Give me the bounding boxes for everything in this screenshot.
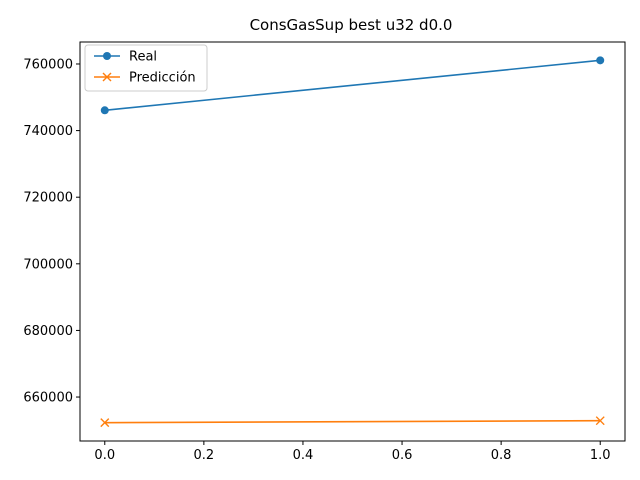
data-point	[595, 416, 605, 426]
y-tick-label: 700000	[23, 257, 73, 272]
legend-entry: Real	[94, 50, 157, 65]
plot-area	[79, 41, 626, 442]
series-line	[104, 419, 601, 424]
chart-title: ConsGasSup best u32 d0.0	[250, 16, 453, 34]
legend-label: Predicción	[129, 71, 196, 86]
data-point	[596, 56, 605, 65]
legend-entry: Predicción	[94, 71, 196, 86]
legend-label: Real	[129, 50, 157, 65]
x-tick-label: 1.0	[590, 448, 611, 463]
x-tick-label: 0.6	[392, 448, 413, 463]
legend-marker	[103, 52, 111, 60]
y-tick-label: 660000	[23, 391, 73, 406]
y-tick-label: 740000	[23, 124, 73, 139]
x-axis: 0.0 0.2 0.4 0.6 0.8 1.0	[94, 441, 611, 463]
data-point	[100, 106, 109, 115]
y-tick-label: 760000	[23, 57, 73, 72]
legend: Real Predicción	[84, 44, 208, 92]
data-point	[100, 418, 110, 428]
series-line	[104, 59, 601, 112]
x-tick-label: 0.0	[94, 448, 115, 463]
x-tick-label: 0.4	[293, 448, 314, 463]
series-layer	[100, 56, 605, 428]
y-tick-label: 680000	[23, 324, 73, 339]
plot-frame	[79, 41, 626, 442]
legend-marker	[102, 72, 112, 82]
x-tick-label: 0.8	[491, 448, 512, 463]
y-tick-label: 720000	[23, 191, 73, 206]
x-tick-label: 0.2	[194, 448, 215, 463]
y-axis: 660000 680000 700000 720000 740000 760000	[23, 57, 80, 406]
